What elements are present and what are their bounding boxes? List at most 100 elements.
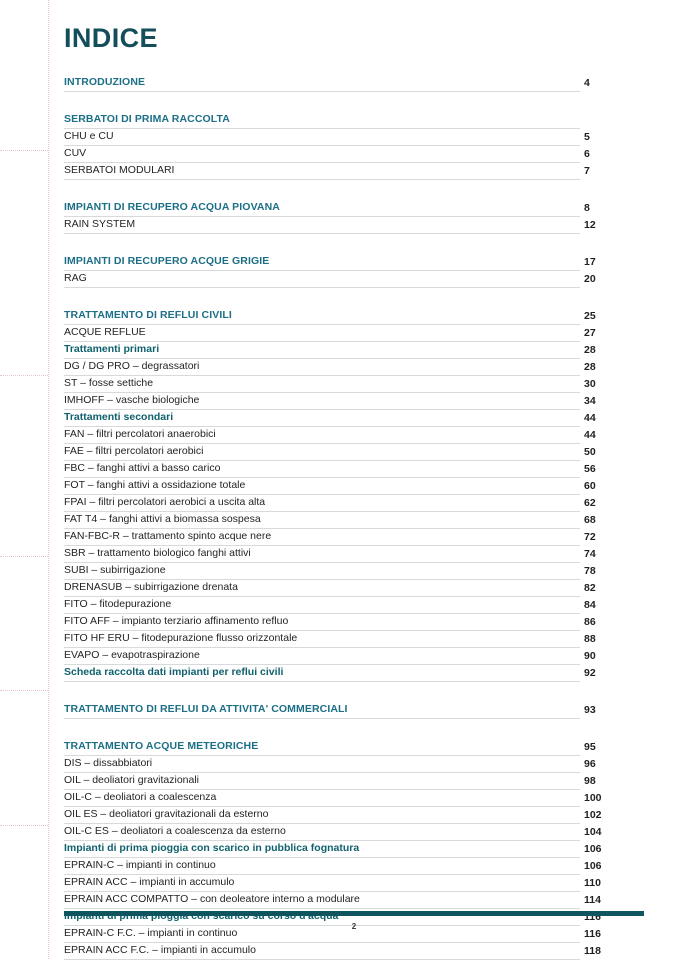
toc-entry-label: DIS – dissabbiatori bbox=[64, 758, 153, 770]
toc-entry-page-number: 104 bbox=[584, 825, 602, 838]
toc-entry-page-number: 34 bbox=[584, 394, 596, 407]
toc-entry-label: OIL-C ES – deoliatori a coalescenza da e… bbox=[64, 826, 286, 838]
toc-row[interactable]: OIL-C – deoliatori a coalescenza 100 bbox=[64, 790, 602, 807]
toc-row[interactable]: FITO – fitodepurazione 84 bbox=[64, 597, 596, 614]
toc-row[interactable]: Impianti di prima pioggia con scarico in… bbox=[64, 841, 602, 858]
toc-row[interactable]: EPRAIN ACC COMPATTO – con deoleatore int… bbox=[64, 892, 601, 909]
toc-row[interactable]: IMHOFF – vasche biologiche 34 bbox=[64, 393, 596, 410]
toc-row[interactable]: FAN-FBC-R – trattamento spinto acque ner… bbox=[64, 529, 596, 546]
toc-row[interactable]: OIL – deoliatori gravitazionali 98 bbox=[64, 773, 596, 790]
toc-entry-page-number: 106 bbox=[584, 859, 602, 872]
toc-row[interactable]: EPRAIN ACC F.C. – impianti in accumulo 11… bbox=[64, 943, 601, 960]
toc-entry-page-number: 8 bbox=[584, 201, 590, 214]
toc-row[interactable]: SUBI – subirrigazione 78 bbox=[64, 563, 596, 580]
toc-entry-page-number: 44 bbox=[584, 428, 596, 441]
toc-row[interactable]: impianti di prima pioggia con scarico su… bbox=[64, 909, 601, 926]
toc-row[interactable]: FITO AFF – impianto terziario affinament… bbox=[64, 614, 596, 631]
toc-spacer bbox=[64, 234, 580, 254]
toc-row[interactable]: INTRODUZIONE 4 bbox=[64, 75, 590, 92]
toc-entry-label: DRENASUB – subirrigazione drenata bbox=[64, 582, 238, 594]
toc-row[interactable]: FOT – fanghi attivi a ossidazione totale… bbox=[64, 478, 596, 495]
toc-row[interactable]: ACQUE REFLUE 27 bbox=[64, 325, 596, 342]
toc-row[interactable]: OIL ES – deoliatori gravitazionali da es… bbox=[64, 807, 602, 824]
toc-row[interactable]: FPAI – filtri percolatori aerobici a usc… bbox=[64, 495, 596, 512]
toc-row[interactable]: TRATTAMENTO DI REFLUI DA ATTIVITA' COMME… bbox=[64, 702, 596, 719]
toc-entry-page-number: 86 bbox=[584, 615, 596, 628]
toc-row[interactable]: EPRAIN ACC – impianti in accumulo 110 bbox=[64, 875, 601, 892]
toc-entry-label: FAN – filtri percolatori anaerobici bbox=[64, 429, 216, 441]
toc-entry-label: IMHOFF – vasche biologiche bbox=[64, 395, 200, 407]
crop-guide-horizontal bbox=[0, 825, 48, 826]
toc-entry-page-number: 44 bbox=[584, 411, 596, 424]
toc-entry-page-number: 116 bbox=[584, 927, 601, 940]
toc-row[interactable]: SERBATOI MODULARI 7 bbox=[64, 163, 590, 180]
toc-entry-page-number: 12 bbox=[584, 218, 596, 231]
toc-row[interactable]: IMPIANTI DI RECUPERO ACQUA PIOVANA 8 bbox=[64, 200, 590, 217]
toc-row[interactable]: CUV 6 bbox=[64, 146, 590, 163]
toc-row[interactable]: SERBATOI DI PRIMA RACCOLTA bbox=[64, 112, 580, 129]
toc-entry-label: ACQUE REFLUE bbox=[64, 327, 146, 339]
toc-row[interactable]: Trattamenti primari 28 bbox=[64, 342, 596, 359]
toc-row[interactable]: Trattamenti secondari 44 bbox=[64, 410, 596, 427]
toc-entry-page-number: 6 bbox=[584, 147, 590, 160]
toc-entry-label: OIL-C – deoliatori a coalescenza bbox=[64, 792, 217, 804]
toc-entry-page-number: 4 bbox=[584, 76, 590, 89]
toc-row[interactable]: IMPIANTI DI RECUPERO ACQUE GRIGIE 17 bbox=[64, 254, 596, 271]
toc-row[interactable]: FAT T4 – fanghi attivi a biomassa sospes… bbox=[64, 512, 596, 529]
toc-entry-page-number: 100 bbox=[584, 791, 602, 804]
toc-entry-page-number: 28 bbox=[584, 343, 596, 356]
toc-row[interactable]: FAN – filtri percolatori anaerobici 44 bbox=[64, 427, 596, 444]
toc-row[interactable]: TRATTAMENTO DI REFLUI CIVILI 25 bbox=[64, 308, 596, 325]
toc-row[interactable]: TRATTAMENTO ACQUE METEORICHE 95 bbox=[64, 739, 596, 756]
toc-entry-label: FAT T4 – fanghi attivi a biomassa sospes… bbox=[64, 514, 261, 526]
toc-entry-page-number: 28 bbox=[584, 360, 596, 373]
table-of-contents: INTRODUZIONE 4 SERBATOI DI PRIMA RACCOLTA C… bbox=[64, 75, 602, 960]
toc-row[interactable]: FAE – filtri percolatori aerobici 50 bbox=[64, 444, 596, 461]
footer-rule bbox=[64, 911, 644, 916]
toc-entry-page-number: 50 bbox=[584, 445, 596, 458]
toc-row[interactable]: EPRAIN-C F.C. – impianti in continuo 116 bbox=[64, 926, 601, 943]
toc-entry-label: FITO AFF – impianto terziario affinament… bbox=[64, 616, 289, 628]
crop-guide-horizontal bbox=[0, 150, 48, 151]
toc-row[interactable]: SBR – trattamento biologico fanghi attiv… bbox=[64, 546, 596, 563]
toc-entry-label: CUV bbox=[64, 148, 87, 160]
toc-entry-page-number: 56 bbox=[584, 462, 596, 475]
toc-spacer bbox=[64, 288, 580, 308]
toc-entry-label: ST – fosse settiche bbox=[64, 378, 154, 390]
toc-row[interactable]: FBC – fanghi attivi a basso carico 56 bbox=[64, 461, 596, 478]
toc-row[interactable]: DIS – dissabbiatori 96 bbox=[64, 756, 596, 773]
toc-entry-page-number: 118 bbox=[584, 944, 601, 957]
toc-row[interactable]: Scheda raccolta dati impianti per reflui… bbox=[64, 665, 596, 682]
crop-guide-horizontal bbox=[0, 556, 48, 557]
toc-entry-label: EPRAIN ACC COMPATTO – con deoleatore int… bbox=[64, 894, 360, 906]
toc-entry-page-number: 72 bbox=[584, 530, 596, 543]
toc-entry-page-number: 74 bbox=[584, 547, 596, 560]
toc-row[interactable]: DG / DG PRO – degrassatori 28 bbox=[64, 359, 596, 376]
toc-entry-page-number: 84 bbox=[584, 598, 596, 611]
toc-entry-label: TRATTAMENTO DI REFLUI DA ATTIVITA' COMME… bbox=[64, 704, 348, 716]
toc-entry-page-number: 27 bbox=[584, 326, 596, 339]
toc-entry-label: impianti di prima pioggia con scarico su… bbox=[64, 911, 339, 923]
toc-entry-page-number: 92 bbox=[584, 666, 596, 679]
toc-row[interactable]: ST – fosse settiche 30 bbox=[64, 376, 596, 393]
toc-row[interactable]: RAIN SYSTEM 12 bbox=[64, 217, 596, 234]
toc-row[interactable]: RAG 20 bbox=[64, 271, 596, 288]
toc-entry-label: FPAI – filtri percolatori aerobici a usc… bbox=[64, 497, 266, 509]
toc-row[interactable]: EVAPO – evapotraspirazione 90 bbox=[64, 648, 596, 665]
toc-entry-label: FAN-FBC-R – trattamento spinto acque ner… bbox=[64, 531, 272, 543]
toc-spacer bbox=[64, 719, 580, 739]
toc-entry-page-number: 78 bbox=[584, 564, 596, 577]
toc-entry-page-number: 116 bbox=[584, 910, 601, 923]
toc-entry-label: SUBI – subirrigazione bbox=[64, 565, 166, 577]
toc-entry-page-number: 96 bbox=[584, 757, 596, 770]
toc-row[interactable]: EPRAIN-C – impianti in continuo 106 bbox=[64, 858, 602, 875]
toc-row[interactable]: DRENASUB – subirrigazione drenata 82 bbox=[64, 580, 596, 597]
toc-row[interactable]: FITO HF ERU – fitodepurazione flusso ori… bbox=[64, 631, 596, 648]
toc-row[interactable]: OIL-C ES – deoliatori a coalescenza da e… bbox=[64, 824, 602, 841]
toc-entry-page-number: 5 bbox=[584, 130, 590, 143]
toc-entry-label: EPRAIN ACC F.C. – impianti in accumulo bbox=[64, 945, 256, 957]
toc-row[interactable]: CHU e CU 5 bbox=[64, 129, 590, 146]
crop-guide-horizontal bbox=[0, 690, 48, 691]
toc-entry-label: SBR – trattamento biologico fanghi attiv… bbox=[64, 548, 251, 560]
